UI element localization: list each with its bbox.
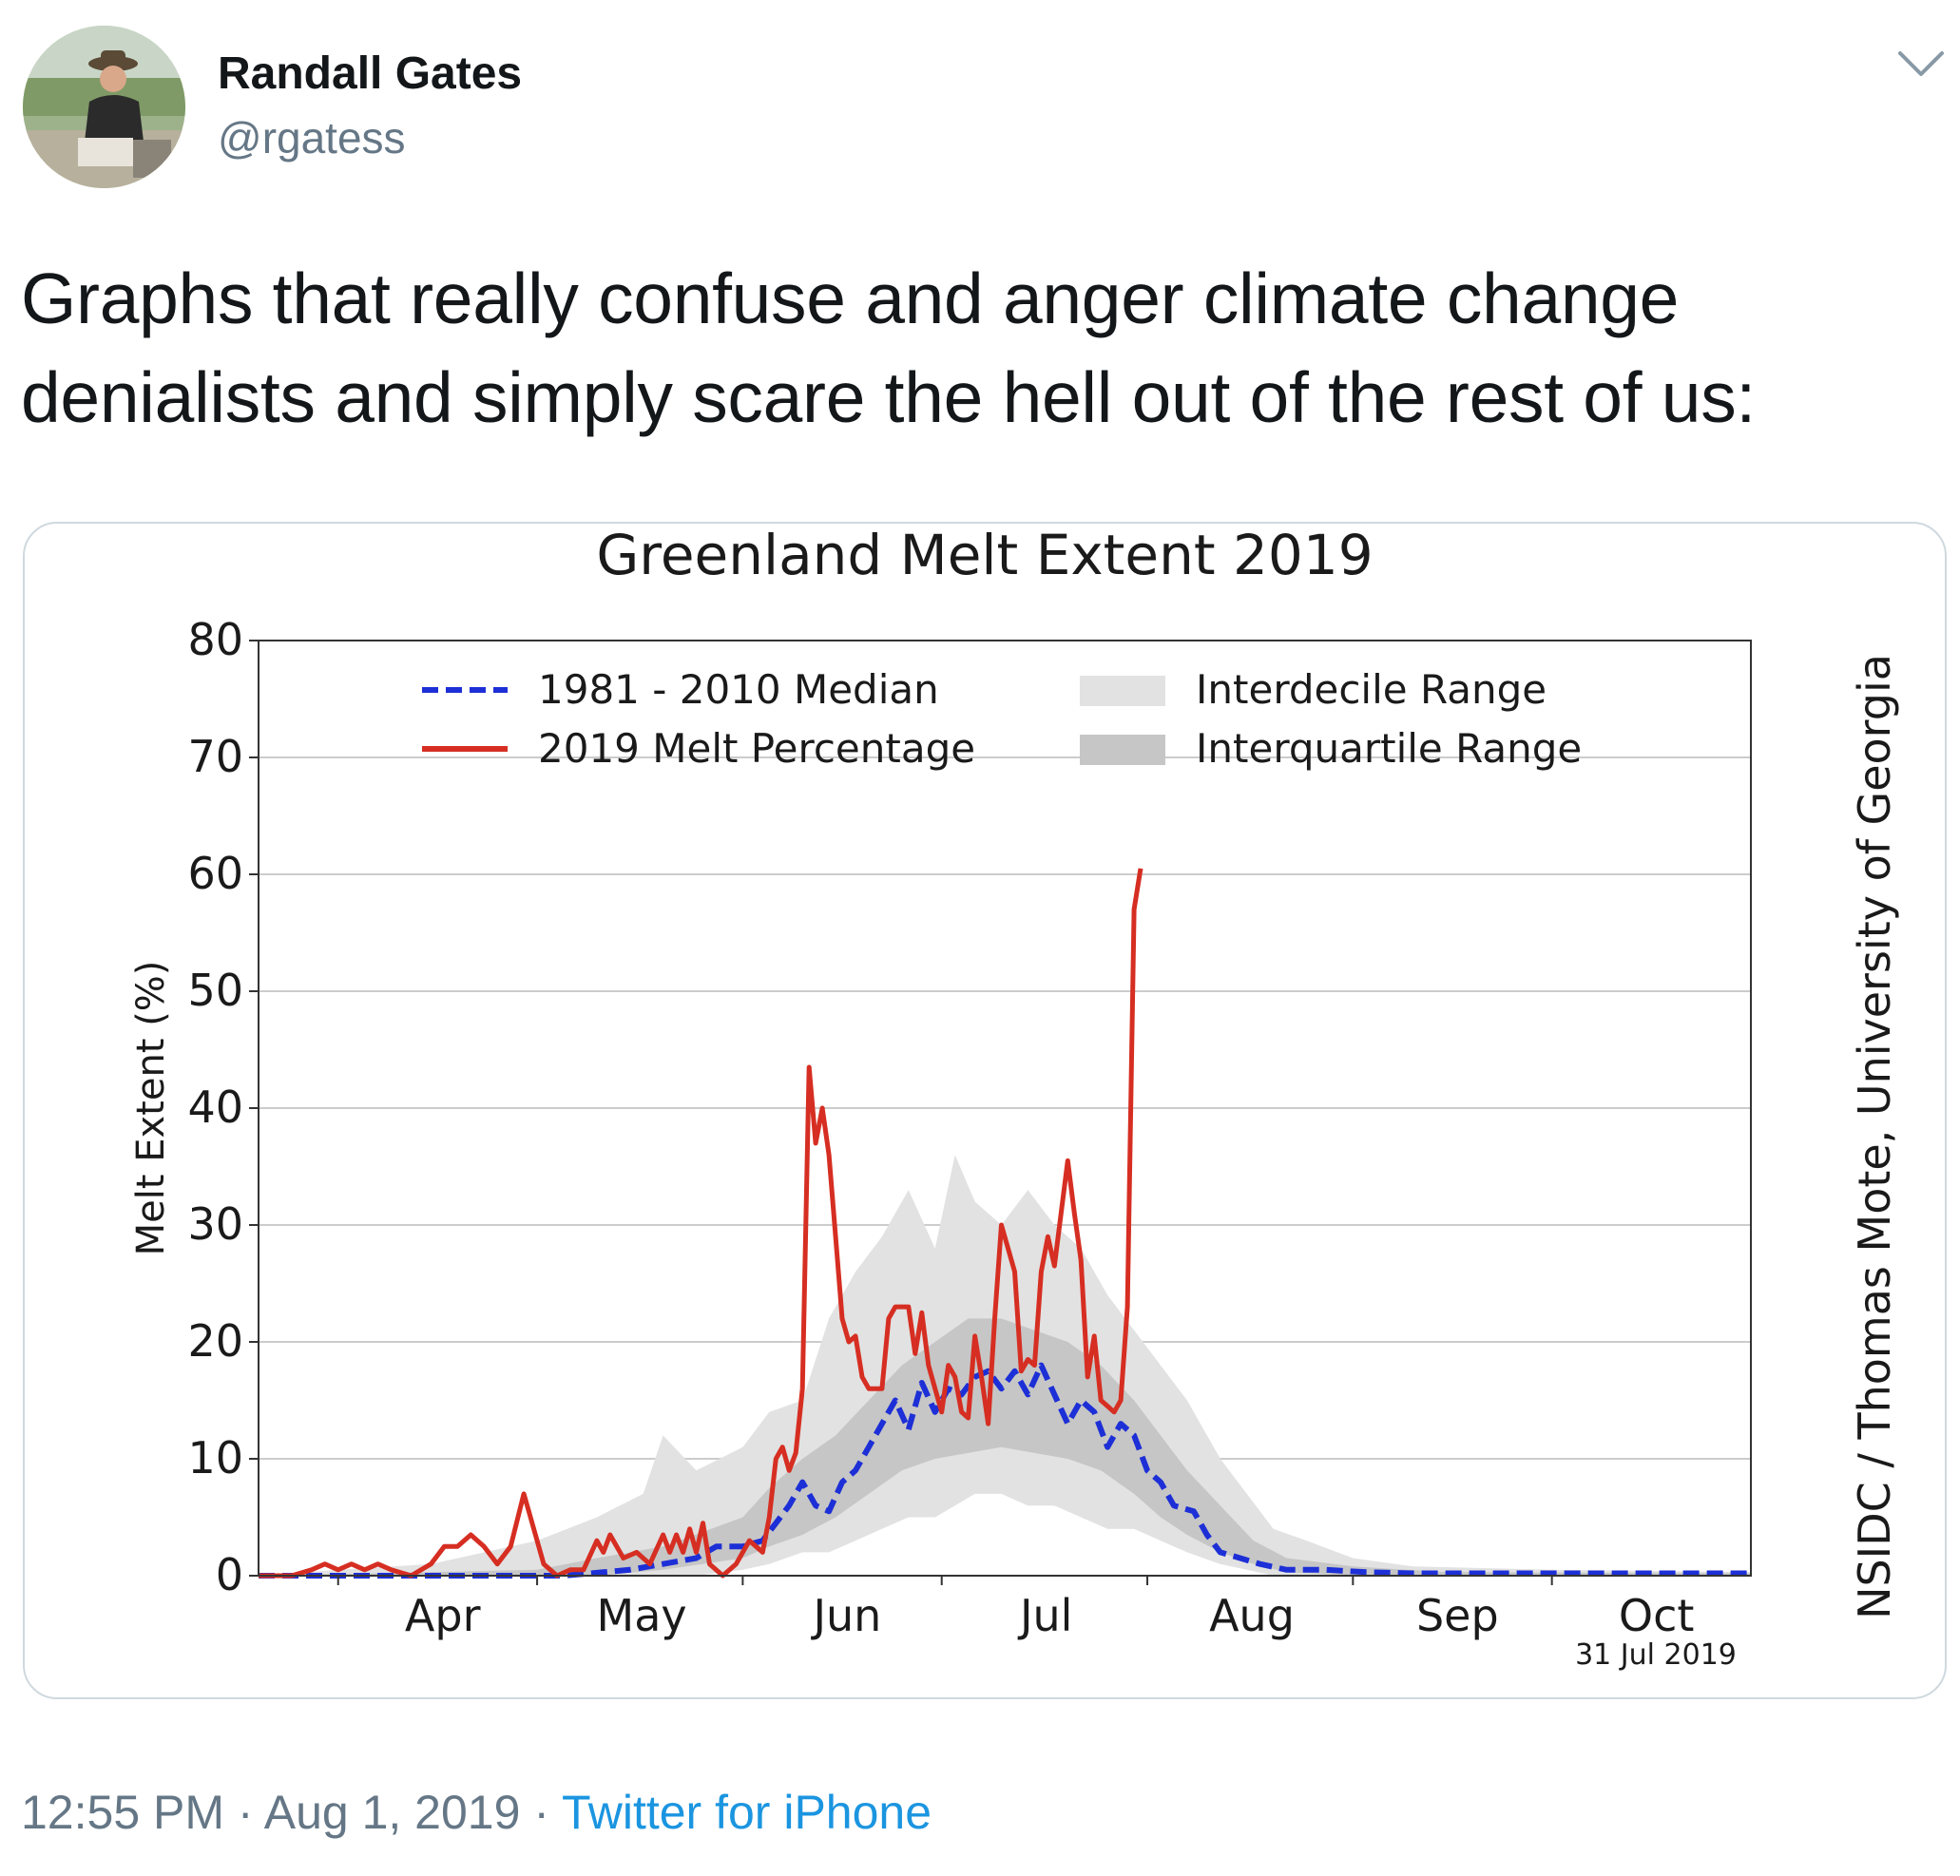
- x-tick-label: Jul: [1017, 1590, 1073, 1641]
- y-tick-label: 50: [187, 965, 243, 1016]
- median-line: [259, 1362, 1751, 1579]
- tweet-meta: 12:55 PM · Aug 1, 2019 · Twitter for iPh…: [21, 1785, 932, 1840]
- x-tick-label: Sep: [1416, 1590, 1499, 1641]
- x-tick-label: May: [597, 1590, 687, 1641]
- x-tick-label: Jun: [810, 1590, 881, 1641]
- y-tick-label: 20: [187, 1315, 243, 1367]
- tweet-source-link[interactable]: Twitter for iPhone: [561, 1786, 932, 1839]
- y-tick-label: 10: [187, 1432, 243, 1484]
- melt-extent-chart: Greenland Melt Extent 2019 0 10 20 30 40 50 60…: [129, 524, 1900, 1672]
- chart-card[interactable]: Greenland Melt Extent 2019 0 10 20 30 40 50 60…: [23, 522, 1947, 1699]
- y-tick-label: 70: [187, 731, 243, 782]
- meta-separator: ·: [237, 1786, 254, 1839]
- tweet-text: Graphs that really confuse and anger cli…: [21, 258, 1756, 437]
- credit-text: NSIDC / Thomas Mote, University of Georg…: [1849, 654, 1900, 1619]
- melt-2019-line: [259, 868, 1143, 1579]
- chart-title: Greenland Melt Extent 2019: [596, 524, 1373, 587]
- interquartile-band: [259, 1318, 1751, 1576]
- legend-label-interdecile: Interdecile Range: [1196, 666, 1547, 713]
- date-stamp: 31 Jul 2019: [1575, 1638, 1737, 1672]
- meta-separator: ·: [533, 1786, 549, 1839]
- legend-label-median: 1981 - 2010 Median: [538, 666, 939, 713]
- tweet-time[interactable]: 12:55 PM: [21, 1786, 225, 1839]
- y-tick-label: 40: [187, 1082, 243, 1133]
- tweet-date[interactable]: Aug 1, 2019: [263, 1786, 521, 1839]
- chevron-down-icon[interactable]: [1896, 48, 1946, 82]
- legend-swatch-interdecile: [1080, 676, 1165, 706]
- author-handle[interactable]: @rgatess: [218, 113, 406, 163]
- author-name[interactable]: Randall Gates: [218, 48, 523, 99]
- x-tick-label: Oct: [1619, 1590, 1695, 1641]
- y-tick-label: 80: [187, 614, 243, 665]
- x-tick-label: Aug: [1209, 1590, 1295, 1641]
- avatar[interactable]: [23, 26, 185, 188]
- y-tick-label: 30: [187, 1198, 243, 1250]
- legend-label-2019: 2019 Melt Percentage: [538, 725, 975, 772]
- legend-label-interquartile: Interquartile Range: [1196, 725, 1582, 772]
- y-tick-label: 0: [216, 1549, 243, 1600]
- x-tick-label: Apr: [405, 1590, 481, 1641]
- legend: 1981 - 2010 Median 2019 Melt Percentage …: [422, 666, 1582, 772]
- legend-swatch-interquartile: [1080, 735, 1165, 765]
- y-tick-label: 60: [187, 848, 243, 899]
- y-axis-label: Melt Extent (%): [129, 961, 173, 1256]
